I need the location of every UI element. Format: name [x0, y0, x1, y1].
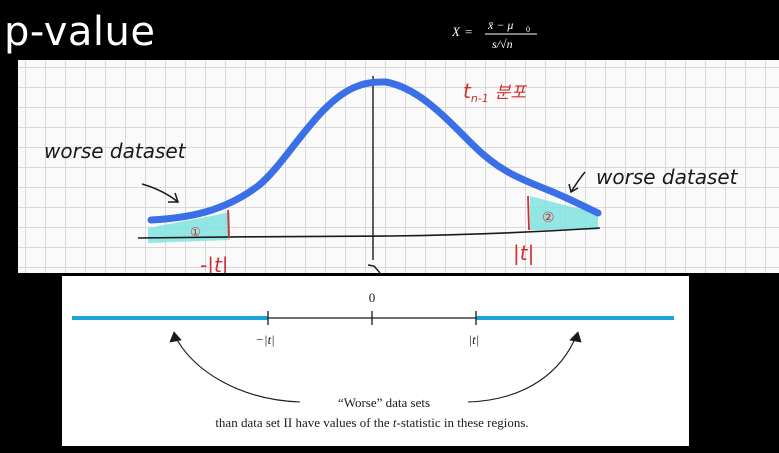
formula-lhs: X [452, 24, 461, 39]
left-tail-shade [148, 212, 230, 243]
number-line-figure: 0 −|t| |t| “Worse” data sets than data s… [62, 276, 689, 446]
zero-label: 0 [369, 290, 376, 305]
neg-t-label: −|t| [255, 332, 275, 347]
right-worse-dataset-note: worse dataset [596, 165, 739, 189]
left-tick-label: -|t| [200, 253, 229, 273]
left-region-mark: ① [190, 225, 201, 239]
t-distribution-sketch: ① ② -|t| |t| tn-1 분포 worse dataset worse … [44, 76, 739, 273]
number-line-diagram: 0 −|t| |t| “Worse” data sets than data s… [72, 290, 674, 430]
left-worse-dataset-note: worse dataset [44, 139, 187, 163]
sketch-baseline [137, 227, 601, 239]
t-distribution-curve [147, 78, 602, 224]
formula-denominator: s/√n [492, 37, 513, 51]
distribution-note: tn-1 분포 [463, 79, 527, 105]
left-caption-arrow [173, 333, 301, 403]
right-region-mark: ② [542, 210, 555, 226]
right-critical-mark [527, 195, 530, 231]
right-caption-arrow [467, 333, 578, 403]
zero-pointer-mark [367, 264, 381, 273]
right-note-arrowhead [568, 183, 579, 194]
pos-t-label: |t| [469, 332, 480, 347]
left-critical-mark [227, 209, 230, 239]
slide-title: p-value [4, 9, 156, 55]
formula-equals: = [465, 24, 472, 39]
right-tail-shade [530, 196, 598, 230]
test-statistic-formula: X = x̄ − μ 0 s/√n [452, 18, 537, 51]
caption-line-1: “Worse” data sets [338, 395, 430, 410]
caption-line-2: than data set II have values of the t-st… [215, 415, 528, 430]
right-tick-label: |t| [513, 241, 534, 265]
left-note-arrow [141, 183, 179, 203]
formula-numerator-subscript: 0 [526, 25, 530, 34]
right-caption-arrowhead [569, 331, 582, 343]
left-note-arrowhead [168, 192, 180, 203]
left-caption-arrowhead [169, 331, 182, 343]
handwritten-sketch-panel: ① ② -|t| |t| tn-1 분포 worse dataset worse … [18, 60, 779, 273]
formula-numerator: x̄ − μ [487, 18, 513, 32]
right-note-arrow [570, 171, 586, 193]
